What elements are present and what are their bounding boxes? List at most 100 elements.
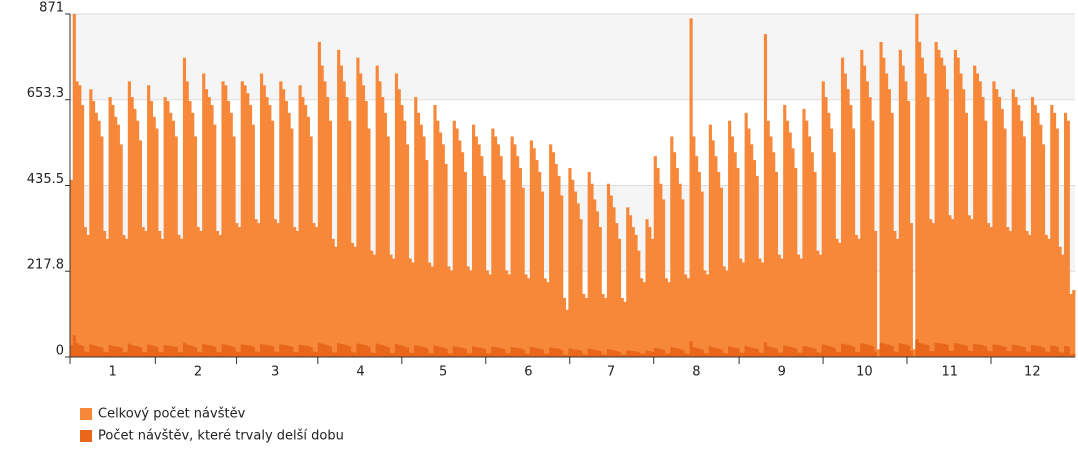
- bar: [282, 89, 286, 357]
- bar: [472, 346, 476, 357]
- bar: [540, 191, 544, 357]
- bar: [535, 348, 539, 357]
- bar: [312, 351, 316, 357]
- bar: [298, 344, 302, 357]
- bar: [185, 344, 189, 357]
- bar: [207, 345, 211, 357]
- bar: [392, 258, 396, 357]
- bar: [1025, 230, 1029, 357]
- bar: [323, 81, 327, 357]
- bar: [127, 343, 131, 357]
- bar: [342, 81, 346, 357]
- bar: [466, 266, 470, 357]
- bar: [791, 347, 795, 357]
- bar: [284, 101, 288, 358]
- bar: [301, 97, 305, 357]
- bar: [736, 348, 740, 357]
- bar: [951, 219, 955, 357]
- bar: [725, 353, 729, 357]
- bar: [628, 215, 633, 357]
- bar: [1028, 234, 1032, 357]
- bar: [653, 347, 657, 357]
- bar: [1000, 108, 1004, 357]
- bar: [637, 352, 641, 357]
- bar: [1019, 120, 1024, 357]
- bar: [507, 353, 511, 357]
- bar: [378, 344, 382, 357]
- bar: [1017, 104, 1021, 357]
- bar: [246, 93, 250, 358]
- bar: [893, 351, 897, 357]
- bar: [1003, 346, 1007, 357]
- bar: [623, 301, 627, 357]
- bar: [116, 124, 120, 357]
- bar: [744, 345, 748, 357]
- bar: [937, 343, 941, 357]
- bar: [956, 57, 960, 358]
- bar: [293, 227, 297, 357]
- bar: [491, 128, 495, 357]
- bar: [433, 104, 437, 357]
- bar: [769, 136, 773, 357]
- bar: [728, 346, 732, 357]
- bar: [984, 120, 988, 357]
- bar: [907, 345, 911, 357]
- legend-swatch: [80, 408, 92, 420]
- bar: [100, 136, 104, 357]
- bar: [83, 351, 87, 357]
- bar: [499, 347, 503, 357]
- bar: [840, 343, 845, 357]
- bar: [940, 57, 944, 358]
- bar: [89, 89, 93, 357]
- bar: [860, 49, 864, 358]
- bar: [945, 344, 949, 357]
- bar: [970, 351, 974, 357]
- bar: [163, 97, 167, 357]
- bar: [397, 89, 401, 357]
- bar: [995, 89, 999, 357]
- bar: [298, 85, 302, 358]
- bar: [315, 351, 319, 357]
- bar: [557, 175, 561, 357]
- bar: [97, 120, 101, 357]
- bar: [827, 345, 831, 357]
- bar: [518, 348, 522, 357]
- bar: [331, 238, 335, 357]
- bar: [562, 297, 567, 357]
- bar: [868, 345, 872, 357]
- bar: [103, 351, 107, 357]
- bar: [488, 353, 492, 357]
- bar: [692, 347, 696, 357]
- bar: [449, 353, 454, 357]
- bar: [235, 351, 239, 357]
- bar: [766, 346, 770, 357]
- bar: [615, 223, 619, 357]
- bar: [485, 353, 489, 357]
- bar: [876, 349, 880, 357]
- bar: [750, 144, 754, 357]
- bar: [587, 171, 591, 357]
- bar: [185, 81, 189, 357]
- bar: [799, 258, 803, 357]
- bar: [215, 351, 220, 357]
- bar: [474, 347, 478, 357]
- bar: [741, 353, 745, 357]
- bar: [174, 347, 178, 357]
- bar: [639, 353, 644, 357]
- bar: [631, 227, 635, 357]
- bar: [796, 254, 801, 357]
- bar: [535, 160, 539, 357]
- bar: [105, 238, 109, 357]
- bar: [441, 144, 445, 357]
- bar: [934, 41, 938, 358]
- bar: [315, 227, 319, 357]
- bar: [835, 351, 839, 357]
- bar: [463, 171, 467, 357]
- bar: [438, 346, 443, 357]
- bar: [763, 34, 768, 358]
- bar: [650, 351, 655, 357]
- bar: [177, 352, 181, 357]
- bar: [532, 148, 536, 357]
- bar: [210, 104, 214, 357]
- bar: [774, 348, 779, 357]
